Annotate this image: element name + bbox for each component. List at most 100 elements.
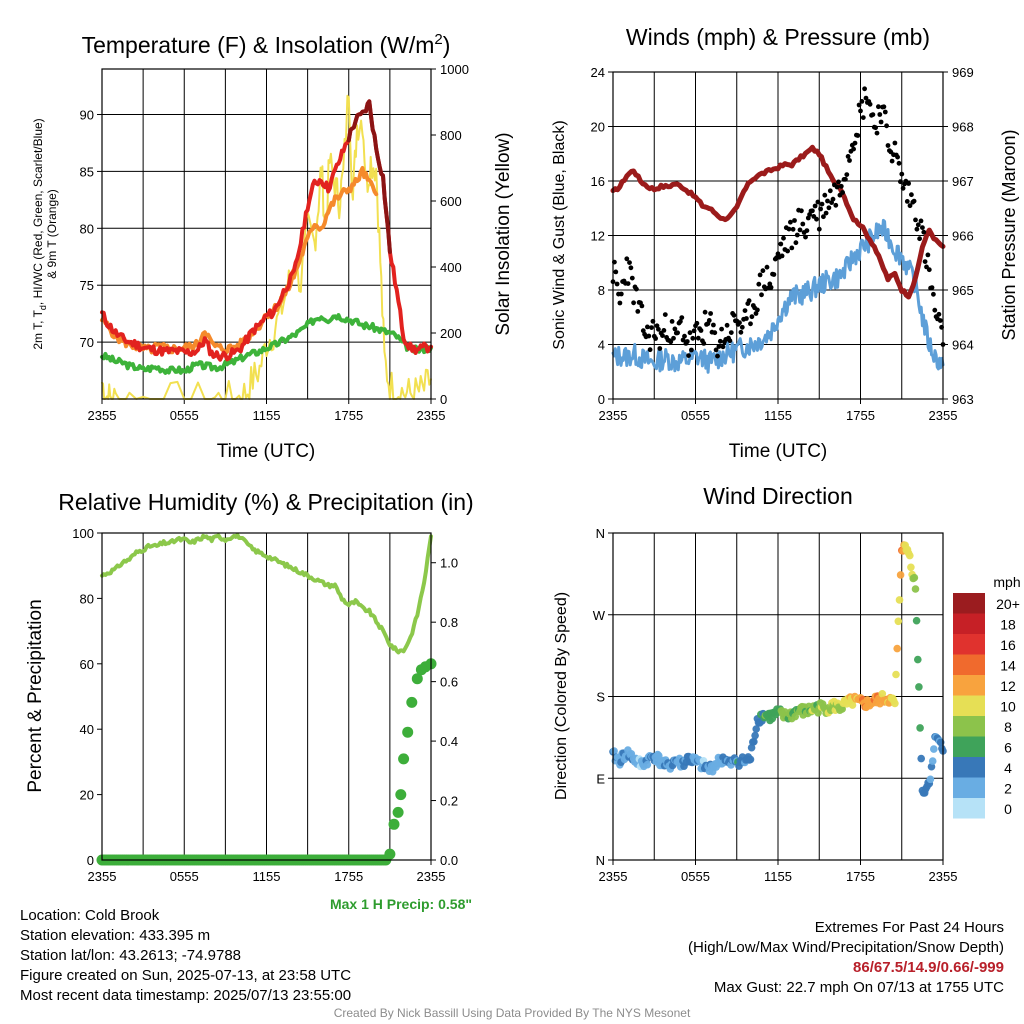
gust-point [844, 172, 850, 178]
y2-tick-label: 1.0 [440, 556, 458, 571]
gust-point [701, 341, 707, 346]
station-info: Location: Cold Brook Station elevation: … [20, 906, 351, 1006]
gust-point [803, 234, 808, 240]
gust-point [855, 133, 861, 138]
precip-point [392, 806, 404, 818]
gust-point [717, 338, 723, 344]
gust-point [874, 130, 880, 136]
gust-point [788, 219, 793, 225]
legend-label: 2 [1004, 781, 1012, 797]
legend-unit: mph [993, 574, 1020, 590]
y2-tick-label: 0 [440, 392, 447, 407]
dir-ylabel: Direction (Colored By Speed) [553, 592, 570, 800]
pressure-line [610, 144, 946, 300]
precip-point [384, 848, 396, 860]
gust-point [936, 311, 942, 317]
gust-point [678, 319, 683, 324]
gust-point [794, 232, 800, 238]
direction-point [838, 705, 846, 713]
gust-point [920, 225, 925, 231]
direction-point [896, 571, 905, 579]
gust-point [675, 330, 680, 336]
y-tick-label: E [596, 771, 605, 786]
gust-point [691, 328, 697, 334]
y-tick-label: 16 [591, 174, 605, 189]
y2-tick-label: 0.0 [440, 853, 458, 868]
y-tick-label: 80 [80, 591, 94, 606]
gust-point [932, 307, 938, 313]
gust-point [822, 192, 828, 198]
legend-label: 6 [1004, 740, 1012, 756]
gust-point [669, 319, 675, 324]
gust-point [931, 291, 936, 297]
gust-point [906, 181, 911, 186]
gust-point [749, 314, 755, 320]
legend-label: 20+ [996, 596, 1020, 612]
y2-tick-label: 400 [440, 260, 462, 275]
x-tick-label: 2355 [417, 408, 446, 423]
gust-point [712, 330, 718, 336]
plot-border [612, 532, 944, 861]
gust-point [646, 333, 652, 339]
gust-point [614, 281, 620, 287]
y2-tick-label: 800 [440, 128, 462, 143]
gust-point [757, 272, 763, 278]
gust-point [756, 281, 762, 287]
gust-point [800, 221, 806, 227]
y-tick-label: 8 [598, 283, 605, 298]
gust-point [702, 309, 708, 315]
gust-point [830, 196, 836, 202]
gust-point [816, 226, 822, 232]
legend-label: 8 [1004, 719, 1012, 735]
gust-point [876, 104, 881, 110]
gust-point [682, 333, 687, 339]
gust-point [885, 143, 891, 148]
y2-tick-label: 964 [952, 338, 974, 353]
gust-point [856, 102, 862, 108]
direction-point [752, 725, 760, 733]
y2-tick-label: 600 [440, 194, 462, 209]
gust-point [892, 140, 898, 146]
gust-point [649, 325, 654, 330]
temp-xlabel: Time (UTC) [217, 441, 316, 462]
gust-point [686, 353, 691, 358]
legend-swatch [953, 654, 985, 675]
x-tick-label: 2355 [599, 408, 628, 423]
gust-point [909, 192, 914, 198]
latlon-text: Station lat/lon: 43.2613; -74.9788 [20, 947, 242, 964]
direction-point [891, 699, 899, 708]
gust-point [870, 112, 876, 117]
legend-swatch [953, 593, 985, 614]
x-tick-label: 1155 [764, 869, 792, 884]
x-tick-label: 1755 [846, 408, 875, 423]
legend-label: 4 [1004, 760, 1012, 776]
gust-point [660, 333, 665, 338]
precip-point [402, 726, 414, 738]
temp-title-main: Temperature (F) & Insolation (W/m [82, 32, 435, 58]
wind-xlabel: Time (UTC) [729, 441, 828, 462]
gust-point [827, 188, 833, 194]
gust-point [878, 119, 884, 125]
gust-point [672, 326, 678, 332]
gust-point [628, 265, 634, 271]
gust-point [724, 322, 730, 328]
y-tick-label: 20 [591, 120, 605, 135]
legend-swatch [953, 716, 985, 737]
y-tick-label: 70 [80, 335, 94, 350]
created-text: Figure created on Sun, 2025-07-13, at 23… [20, 967, 352, 984]
gust-point [695, 335, 701, 341]
temperature-panel: Temperature (F) & Insolation (W/m2) 70 75 8… [31, 31, 514, 462]
extremes-subtitle: (High/Low/Max Wind/Precipitation/Snow De… [688, 939, 1004, 956]
gust-point [768, 285, 774, 290]
gust-point [720, 344, 726, 350]
plot-border [612, 71, 944, 400]
gust-point [759, 292, 764, 298]
gust-point [661, 328, 667, 333]
y2-tick-label: 0.4 [440, 734, 458, 749]
direction-point [643, 760, 652, 769]
gust-point [645, 324, 650, 330]
gust-point [877, 112, 883, 117]
dir-title: Wind Direction [703, 483, 853, 509]
gust-point [624, 256, 630, 262]
